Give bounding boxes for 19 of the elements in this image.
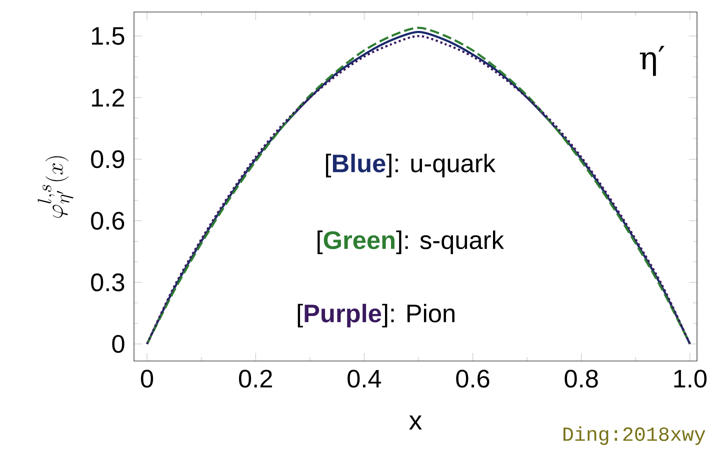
annotation: [Blue]: u-quark bbox=[326, 154, 496, 178]
y-axis-title: $\varphi^{l,s}_{\eta'}(x)$ bbox=[38, 156, 74, 218]
y-tick-label: 0.3 bbox=[91, 273, 124, 292]
y-tick-label: 0.9 bbox=[91, 150, 124, 168]
x-tick-label: 0.2 bbox=[238, 370, 272, 388]
y-tick-label: 0.6 bbox=[91, 212, 124, 230]
annotation: [Green]: s-quark bbox=[318, 230, 504, 254]
x-tick-label: 0.4 bbox=[348, 370, 382, 388]
x-tick-label: 0.6 bbox=[456, 370, 490, 388]
annotation: η′ bbox=[640, 46, 664, 76]
x-tick-label: 0 bbox=[140, 370, 154, 388]
annotation: [Purple]: Pion bbox=[298, 304, 454, 328]
y-tick-label: 1.2 bbox=[92, 88, 124, 106]
x-tick-label: 1.0 bbox=[674, 370, 707, 388]
x-tick-label: 0.8 bbox=[564, 370, 598, 388]
y-tick-label: 0 bbox=[112, 334, 124, 353]
y-tick-label: 1.5 bbox=[92, 27, 124, 45]
x-axis-title: x bbox=[409, 415, 422, 430]
text: Ding:2018xwy bbox=[564, 426, 706, 445]
